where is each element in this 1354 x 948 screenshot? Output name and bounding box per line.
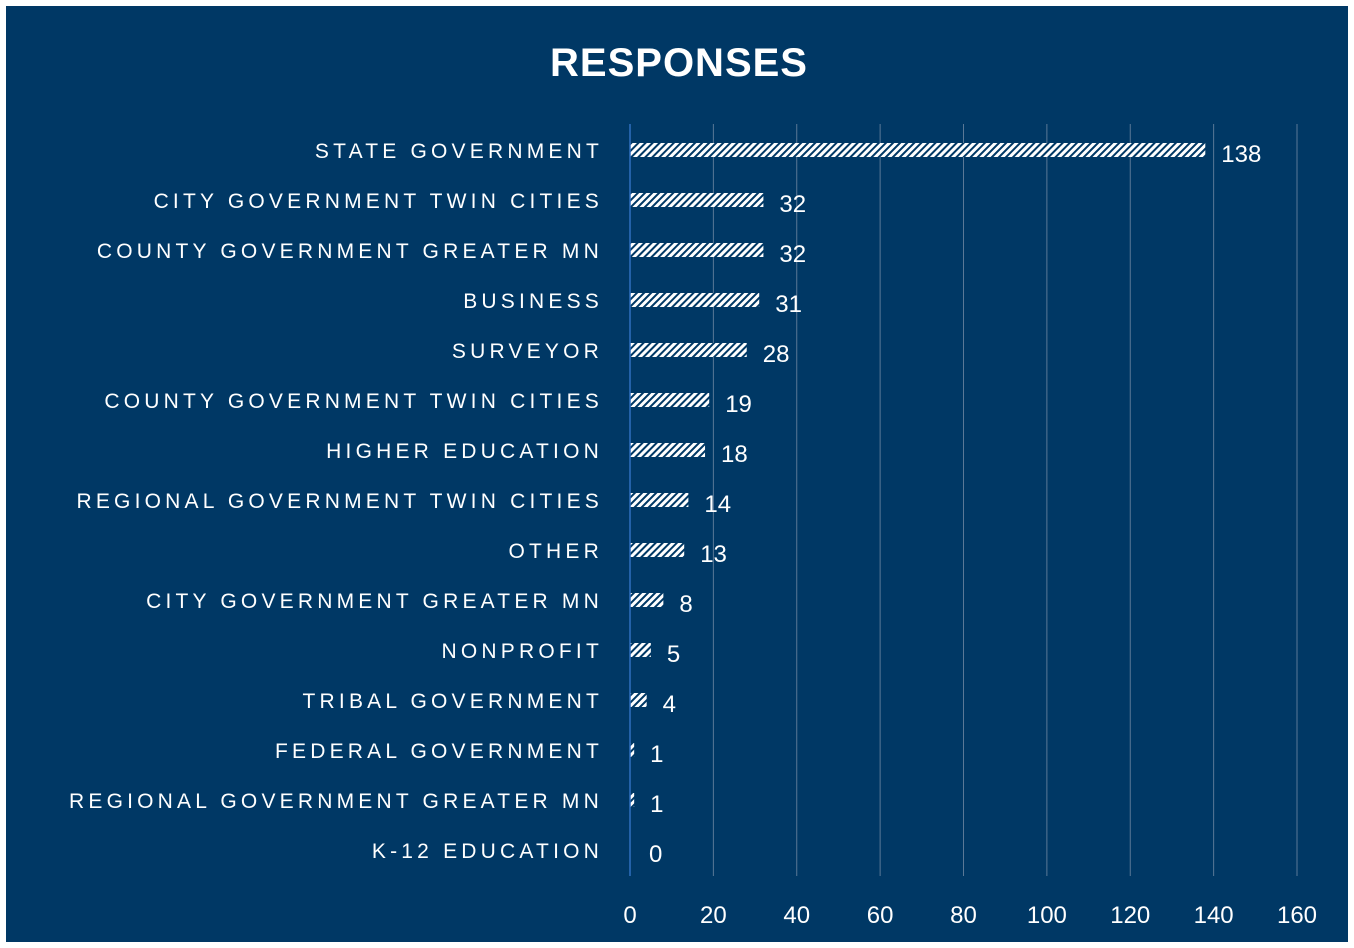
- category-label: K-12 EDUCATION: [372, 840, 603, 863]
- x-tick-label: 140: [1194, 902, 1234, 929]
- bar: [630, 193, 764, 207]
- bar: [630, 743, 635, 757]
- bar: [630, 443, 706, 457]
- category-label: COUNTY GOVERNMENT GREATER MN: [97, 240, 603, 263]
- bar: [630, 143, 1206, 157]
- x-tick-label: 100: [1027, 902, 1067, 929]
- category-label: HIGHER EDUCATION: [326, 440, 603, 463]
- category-label: NONPROFIT: [442, 640, 603, 663]
- data-label: 32: [779, 191, 806, 218]
- bar: [630, 493, 689, 507]
- gridlines: [712, 124, 1298, 876]
- data-label: 1: [650, 741, 663, 768]
- x-tick-label: 80: [950, 902, 977, 929]
- category-label: CITY GOVERNMENT TWIN CITIES: [154, 190, 603, 213]
- data-label: 8: [679, 591, 692, 618]
- x-tick-label: 0: [623, 902, 636, 929]
- data-label: 31: [775, 291, 802, 318]
- data-label: 28: [763, 341, 790, 368]
- category-label: OTHER: [509, 540, 604, 563]
- data-label: 0: [649, 841, 662, 868]
- data-label: 4: [663, 691, 676, 718]
- bar: [630, 543, 685, 557]
- bar: [630, 293, 760, 307]
- bar: [630, 643, 651, 657]
- category-label: BUSINESS: [463, 290, 603, 313]
- bar: [630, 593, 664, 607]
- category-label: SURVEYOR: [452, 340, 603, 363]
- data-label: 14: [704, 491, 731, 518]
- data-label: 1: [650, 791, 663, 818]
- x-tick-label: 20: [700, 902, 727, 929]
- bars: [630, 143, 1206, 807]
- x-tick-label: 120: [1110, 902, 1150, 929]
- category-label: REGIONAL GOVERNMENT TWIN CITIES: [76, 490, 603, 513]
- data-label: 13: [700, 541, 727, 568]
- category-label: COUNTY GOVERNMENT TWIN CITIES: [104, 390, 603, 413]
- data-label: 19: [725, 391, 752, 418]
- bar: [630, 793, 635, 807]
- category-label: CITY GOVERNMENT GREATER MN: [146, 590, 603, 613]
- category-labels: STATE GOVERNMENT CITY GOVERNMENT TWIN CIT…: [69, 140, 604, 863]
- category-label: STATE GOVERNMENT: [315, 140, 603, 163]
- chart-area: RESPONSES STATE GOVERNMENT CITY GOVERNMEN…: [6, 6, 1348, 942]
- category-label: REGIONAL GOVERNMENT GREATER MN: [69, 790, 603, 813]
- chart-title: RESPONSES: [550, 41, 808, 85]
- category-label: TRIBAL GOVERNMENT: [303, 690, 603, 713]
- x-tick-label: 40: [783, 902, 810, 929]
- data-label: 18: [721, 441, 748, 468]
- bar-chart: RESPONSES STATE GOVERNMENT CITY GOVERNMEN…: [69, 41, 1317, 929]
- bar: [630, 393, 710, 407]
- bar: [630, 693, 647, 707]
- category-label: FEDERAL GOVERNMENT: [275, 740, 603, 763]
- data-label: 32: [779, 241, 806, 268]
- data-label: 138: [1221, 141, 1261, 168]
- x-tick-label: 60: [867, 902, 894, 929]
- bar: [630, 243, 764, 257]
- x-tick-label: 160: [1277, 902, 1317, 929]
- data-label: 5: [667, 641, 680, 668]
- x-axis-tick-labels: 0 20 40 60 80 100 120 140 160: [623, 902, 1317, 929]
- bar: [630, 343, 747, 357]
